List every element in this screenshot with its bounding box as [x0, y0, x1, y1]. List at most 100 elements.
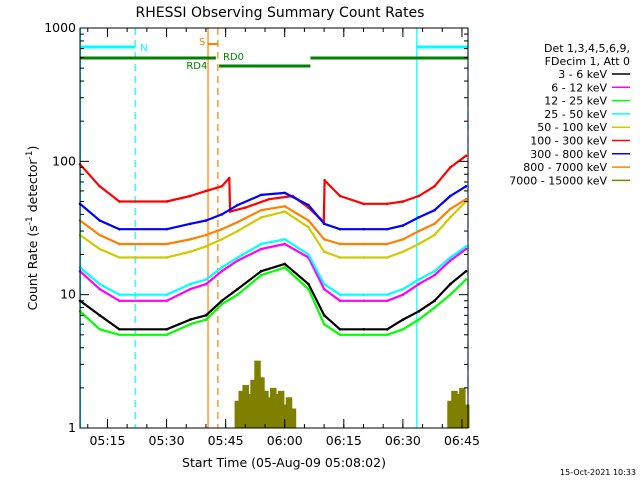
data-point: [464, 184, 468, 188]
data-point: [433, 269, 436, 273]
data-point: [322, 322, 326, 326]
data-point: [220, 269, 224, 273]
data-point: [401, 238, 405, 241]
data-point: [322, 250, 326, 254]
data-point: [220, 227, 224, 231]
y-tick-label: 1: [68, 420, 76, 435]
data-point: [165, 242, 168, 246]
legend-header: FDecim 1, Att 0: [545, 55, 630, 68]
data-bar: [451, 390, 458, 428]
data-point: [385, 293, 389, 296]
data-bar: [270, 387, 277, 428]
data-point: [220, 213, 224, 216]
data-point: [338, 256, 342, 259]
data-point: [448, 259, 452, 262]
legend-entry: 100 - 300 keV: [530, 135, 607, 148]
legend-entry: 6 - 12 keV: [551, 81, 607, 94]
data-point: [307, 282, 310, 286]
data-point: [188, 287, 192, 291]
data-point: [165, 327, 168, 331]
data-point: [283, 262, 287, 266]
data-point: [385, 202, 389, 206]
data-point: [448, 194, 452, 198]
data-point: [236, 229, 239, 233]
data-point: [204, 219, 208, 222]
data-point: [188, 322, 192, 326]
night-flag-label: N: [140, 43, 147, 54]
data-point: [448, 166, 452, 169]
data-point: [204, 233, 208, 237]
data-point: [283, 242, 287, 246]
x-axis-label: Start Time (05-Aug-09 05:08:02): [182, 455, 386, 470]
data-point: [165, 200, 168, 203]
series-1: [78, 262, 468, 331]
data-point: [259, 273, 263, 277]
data-bar: [266, 397, 273, 428]
legend: Det 1,3,4,5,6,9,FDecim 1, Att 03 - 6 keV…: [509, 42, 630, 187]
x-tick-label: 05:30: [149, 433, 185, 448]
data-point: [385, 333, 389, 337]
data-point: [417, 318, 421, 321]
data-point: [188, 282, 192, 286]
data-bar: [455, 393, 462, 428]
rd-flag-label: RD0: [223, 52, 244, 63]
series-9: [234, 360, 470, 428]
data-point: [204, 245, 208, 248]
data-point: [98, 247, 101, 251]
data-bar: [459, 387, 466, 428]
data-point: [98, 314, 101, 317]
data-point: [464, 269, 468, 273]
data-bar: [273, 393, 281, 428]
legend-entry: 25 - 50 keV: [544, 108, 607, 121]
data-point: [118, 327, 121, 331]
data-point: [98, 327, 101, 331]
footer-date: 15-Oct-2021 10:33: [560, 468, 636, 477]
data-point: [401, 293, 405, 296]
data-point: [362, 202, 365, 206]
data-point: [236, 259, 239, 262]
data-point: [362, 299, 365, 303]
data-point: [283, 266, 287, 269]
data-point: [118, 299, 121, 303]
series-line: [79, 266, 467, 336]
data-point: [259, 269, 263, 273]
data-point: [433, 299, 436, 303]
data-point: [165, 333, 168, 337]
data-point: [236, 203, 239, 207]
data-point: [464, 245, 468, 248]
x-tick-label: 05:45: [208, 433, 244, 448]
data-point: [417, 310, 421, 313]
data-bar: [234, 400, 242, 428]
data-point: [236, 256, 239, 259]
data-point: [401, 200, 405, 203]
y-axis-label-sup2: -1: [25, 151, 35, 160]
data-point: [98, 287, 101, 291]
data-bar: [285, 397, 293, 428]
data-point: [118, 242, 121, 246]
data-point: [118, 293, 121, 296]
data-point: [417, 194, 421, 198]
data-point: [220, 238, 224, 241]
x-tick-label: 06:30: [385, 433, 421, 448]
data-point: [322, 282, 326, 286]
data-point: [204, 189, 208, 193]
data-point: [307, 287, 310, 291]
data-point: [236, 287, 239, 291]
x-tick-label: 06:45: [444, 433, 480, 448]
data-point: [98, 184, 101, 188]
data-point: [165, 227, 168, 231]
data-point: [322, 222, 326, 226]
data-point: [448, 207, 452, 211]
data-point: [259, 208, 263, 212]
data-bar: [463, 404, 470, 428]
data-point: [401, 250, 405, 254]
data-point: [165, 293, 168, 296]
data-point: [464, 197, 468, 201]
rd-flag-label: RD4: [186, 61, 207, 72]
data-point: [401, 287, 405, 291]
plot-frame: [79, 27, 469, 429]
data-point: [204, 278, 208, 281]
series-4: [78, 238, 468, 296]
data-point: [220, 266, 224, 269]
